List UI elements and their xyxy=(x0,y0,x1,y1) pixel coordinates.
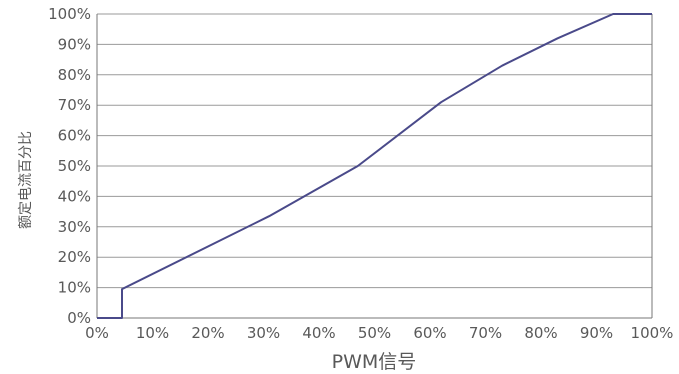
y-tick-label: 20% xyxy=(58,248,91,266)
y-tick-label: 0% xyxy=(67,309,91,327)
x-tick-label: 50% xyxy=(358,324,391,342)
y-tick-label: 60% xyxy=(58,127,91,145)
y-tick-label: 10% xyxy=(58,279,91,297)
y-tick-label: 90% xyxy=(58,35,91,53)
gridlines xyxy=(97,13,652,289)
series-line xyxy=(97,13,652,319)
y-tick-label: 70% xyxy=(58,96,91,114)
y-tick-label: 100% xyxy=(48,5,91,23)
x-tick-label: 80% xyxy=(524,324,557,342)
series-lines xyxy=(97,13,652,319)
y-tick-labels: 0% 10% 20% 30% 40% 50% 60% 70% 80% 90% 100% xyxy=(48,5,91,327)
y-axis-title: 额定电流百分比 xyxy=(18,131,34,229)
y-tick-label: 80% xyxy=(58,66,91,84)
x-tick-label: 20% xyxy=(191,324,224,342)
y-tick-label: 30% xyxy=(58,218,91,236)
axes xyxy=(96,14,653,319)
x-tick-label: 70% xyxy=(469,324,502,342)
x-tick-labels: 0% 10% 20% 30% 40% 50% 60% 70% 80% 90% 100% xyxy=(85,324,673,342)
x-tick-label: 10% xyxy=(136,324,169,342)
x-tick-label: 90% xyxy=(580,324,613,342)
x-tick-label: 0% xyxy=(85,324,109,342)
x-tick-label: 30% xyxy=(247,324,280,342)
y-tick-label: 50% xyxy=(58,157,91,175)
x-tick-label: 40% xyxy=(302,324,335,342)
x-tick-label: 60% xyxy=(413,324,446,342)
x-axis-title: PWM信号 xyxy=(332,351,417,373)
y-tick-label: 40% xyxy=(58,187,91,205)
x-tick-label: 100% xyxy=(631,324,674,342)
